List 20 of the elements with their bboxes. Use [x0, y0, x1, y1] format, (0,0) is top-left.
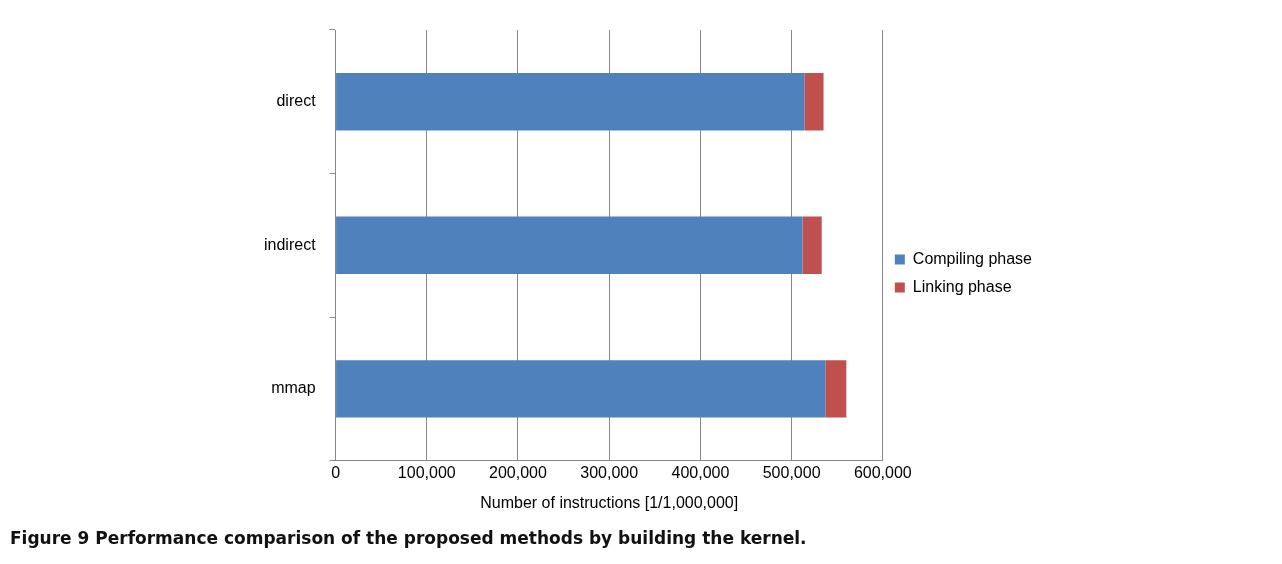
x-tick-label: 200,000	[489, 463, 548, 481]
bar	[336, 216, 803, 275]
bar	[804, 73, 824, 131]
y-tick-label: direct	[276, 92, 317, 110]
legend-label: Linking phase	[912, 277, 1012, 295]
x-tick-label: 600,000	[853, 463, 912, 481]
x-axis-title: Number of instructions [1/1,000,000]	[480, 493, 739, 511]
x-tick-label: 100,000	[397, 463, 456, 481]
legend-label: Compiling phase	[912, 249, 1033, 267]
x-tick-label: 500,000	[762, 463, 821, 481]
bar	[336, 360, 826, 418]
x-tick-label: 400,000	[671, 463, 730, 481]
x-tick-label: 0	[331, 463, 341, 481]
x-tick-label: 300,000	[580, 463, 639, 481]
text: Figure 9 Performance comparison of the proposed methods by building the kernel.	[10, 528, 807, 548]
bar	[336, 73, 805, 131]
bar	[802, 216, 822, 275]
y-tick-label: mmap	[271, 379, 316, 397]
bar	[825, 360, 847, 418]
y-tick-label: indirect	[264, 235, 317, 253]
